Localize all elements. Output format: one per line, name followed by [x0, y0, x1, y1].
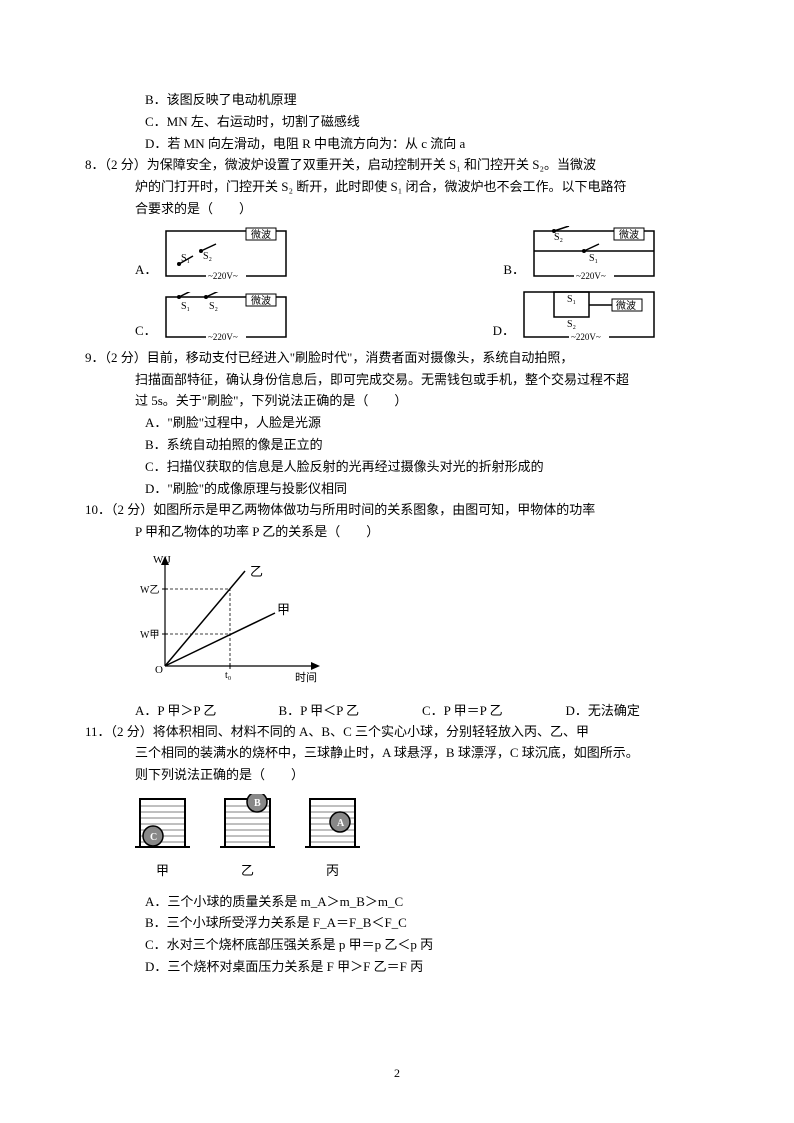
work-time-chart-icon: W/J 时间 O 乙 甲 W乙 W甲 t₀: [135, 551, 335, 686]
svg-text:~220V~: ~220V~: [208, 332, 238, 342]
q8-option-c: C． 微波 S₁ S₂ ~220V~: [135, 292, 291, 342]
svg-text:S₂: S₂: [567, 319, 576, 330]
q9-stem: 9．（2 分）目前，移动支付已经进入"刷脸时代"，消费者面对摄像头，系统自动拍照…: [85, 348, 709, 369]
q10-stem: 10．（2 分）如图所示是甲乙两物体做功与所用时间的关系图象，由图可知，甲物体的…: [85, 500, 709, 521]
svg-text:微波: 微波: [616, 299, 636, 312]
circuit-c-icon: 微波 S₁ S₂ ~220V~: [161, 292, 291, 342]
beaker-jia-icon: C: [135, 794, 190, 854]
q7-option-d: D．若 MN 向左滑动，电阻 R 中电流方向为：从 c 流向 a: [85, 134, 709, 155]
svg-text:S₁: S₁: [567, 294, 576, 305]
y-tick-wz: W乙: [140, 584, 159, 596]
beaker-bing: A 丙: [305, 794, 360, 882]
svg-text:B: B: [254, 798, 261, 809]
beaker-jia: C 甲: [135, 794, 190, 882]
q8-option-d: D． 微波 S₁ S₂ ~220V~: [493, 287, 659, 342]
q9-cont2: 过 5s。关于"刷脸"，下列说法正确的是（ ）: [85, 391, 709, 412]
circuit-d-icon: 微波 S₁ S₂ ~220V~: [519, 287, 659, 342]
x-axis-label: 时间: [295, 671, 317, 684]
y-axis-label: W/J: [153, 554, 171, 566]
q11-option-b: B．三个小球所受浮力关系是 F_A＝F_B＜F_C: [85, 913, 709, 934]
svg-text:C: C: [150, 832, 157, 843]
line-jia-label: 甲: [277, 602, 290, 617]
q7-option-b: B．该图反映了电动机原理: [85, 90, 709, 111]
beaker-bing-icon: A: [305, 794, 360, 854]
q10-option-b: B．P 甲＜P 乙: [279, 701, 423, 722]
q8-option-b: B． 微波 S₂ S₁ ~220V~: [503, 226, 659, 281]
q10-option-c: C．P 甲＝P 乙: [422, 701, 566, 722]
q11-option-c: C．水对三个烧杯底部压强关系是 p 甲＝p 乙＜p 丙: [85, 935, 709, 956]
q8-cont1: 炉的门打开时，门控开关 S₂ 断开，此时即使 S₁ 闭合，微波炉也不会工作。以下…: [85, 177, 709, 198]
beaker-yi-label: 乙: [220, 861, 275, 882]
q8-cont2: 合要求的是（ ）: [85, 199, 709, 220]
q8-label-c: C．: [135, 321, 157, 342]
q10-option-a: A．P 甲＞P 乙: [135, 701, 279, 722]
q11-beakers: C 甲 B 乙: [85, 794, 709, 882]
svg-text:微波: 微波: [619, 228, 639, 241]
beaker-yi: B 乙: [220, 794, 275, 882]
q8-label-a: A．: [135, 260, 157, 281]
svg-text:微波: 微波: [251, 228, 271, 241]
svg-text:S₂: S₂: [209, 301, 218, 312]
svg-text:S₁: S₁: [589, 253, 598, 264]
svg-text:S₁: S₁: [181, 301, 190, 312]
y-tick-wjia: W甲: [140, 630, 159, 641]
q8-options-row1: A． 微波 S₁ S₂ ~220V~ B． 微波 S₂ S₁ ~220V~: [85, 226, 709, 281]
q11-stem: 11．（2 分）将体积相同、材料不同的 A、B、C 三个实心小球，分别轻轻放入丙…: [85, 722, 709, 743]
circuit-a-icon: 微波 S₁ S₂ ~220V~: [161, 226, 291, 281]
q11-option-d: D．三个烧杯对桌面压力关系是 F 甲＞F 乙＝F 丙: [85, 957, 709, 978]
svg-text:S₂: S₂: [203, 251, 212, 262]
q8-label-d: D．: [493, 321, 515, 342]
q9-option-a: A．"刷脸"过程中，人脸是光源: [85, 413, 709, 434]
q9-option-d: D．"刷脸"的成像原理与投影仪相同: [85, 479, 709, 500]
beaker-bing-label: 丙: [305, 861, 360, 882]
q7-option-c: C．MN 左、右运动时，切割了磁感线: [85, 112, 709, 133]
q10-option-d: D．无法确定: [566, 701, 710, 722]
x-tick-t0: t₀: [225, 670, 232, 681]
q9-option-c: C．扫描仪获取的信息是人脸反射的光再经过摄像头对光的折射形成的: [85, 457, 709, 478]
q9-cont1: 扫描面部特征，确认身份信息后，即可完成交易。无需钱包或手机，整个交易过程不超: [85, 370, 709, 391]
q10-chart: W/J 时间 O 乙 甲 W乙 W甲 t₀: [85, 551, 709, 693]
q10-cont1: P 甲和乙物体的功率 P 乙的关系是（ ）: [85, 522, 709, 543]
svg-text:~220V~: ~220V~: [208, 271, 238, 281]
svg-text:微波: 微波: [251, 294, 271, 307]
line-yi-label: 乙: [250, 564, 263, 579]
circuit-b-icon: 微波 S₂ S₁ ~220V~: [529, 226, 659, 281]
q8-stem: 8．（2 分）为保障安全，微波炉设置了双重开关，启动控制开关 S₁ 和门控开关 …: [85, 155, 709, 176]
svg-text:A: A: [337, 818, 345, 829]
beaker-yi-icon: B: [220, 794, 275, 854]
page-number: 2: [0, 1064, 794, 1083]
q8-options-row2: C． 微波 S₁ S₂ ~220V~ D． 微波 S₁ S₂ ~220V~: [85, 287, 709, 342]
svg-text:~220V~: ~220V~: [571, 332, 601, 342]
svg-text:S₂: S₂: [554, 232, 563, 243]
origin-label: O: [155, 664, 163, 676]
q8-label-b: B．: [503, 260, 525, 281]
q8-option-a: A． 微波 S₁ S₂ ~220V~: [135, 226, 291, 281]
svg-text:~220V~: ~220V~: [576, 271, 606, 281]
q11-cont1: 三个相同的装满水的烧杯中，三球静止时，A 球悬浮，B 球漂浮，C 球沉底，如图所…: [85, 743, 709, 764]
q11-option-a: A．三个小球的质量关系是 m_A＞m_B＞m_C: [85, 892, 709, 913]
q11-cont2: 则下列说法正确的是（ ）: [85, 765, 709, 786]
q10-options: A．P 甲＞P 乙 B．P 甲＜P 乙 C．P 甲＝P 乙 D．无法确定: [85, 701, 709, 722]
q9-option-b: B．系统自动拍照的像是正立的: [85, 435, 709, 456]
beaker-jia-label: 甲: [135, 861, 190, 882]
